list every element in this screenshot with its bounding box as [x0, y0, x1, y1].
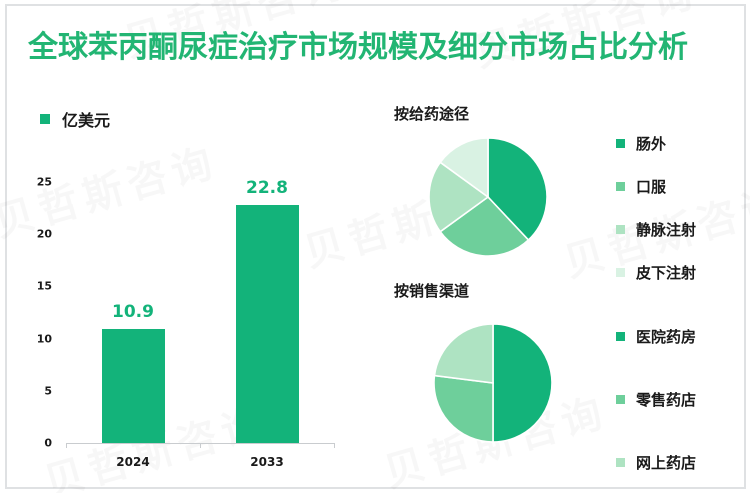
pie-graphic	[428, 137, 548, 257]
legend-item-label: 医院药房	[636, 328, 697, 346]
bar-value-label: 22.8	[246, 177, 288, 198]
bar-chart-legend: 亿美元	[40, 107, 110, 131]
y-axis-tick-label: 0	[44, 436, 52, 450]
legend-item[interactable]: 网上药店	[616, 452, 696, 473]
pie-chart-administration-route: 按给药途径 肠外口服静脉注射皮下注射	[380, 95, 750, 282]
legend-item[interactable]: 皮下注射	[616, 262, 696, 283]
legend-swatch-icon	[616, 225, 625, 234]
legend-item-label: 皮下注射	[636, 264, 697, 282]
pie-graphic	[433, 323, 553, 443]
bar-2024[interactable]	[101, 329, 165, 443]
legend-item[interactable]: 零售药店	[616, 389, 696, 410]
bar-value-label: 10.9	[112, 302, 154, 323]
y-axis-tick-label: 15	[36, 279, 52, 293]
x-axis-tick	[66, 443, 67, 448]
bar-2033[interactable]	[235, 204, 299, 443]
y-axis-tick-label: 25	[36, 175, 52, 189]
legend-item-label: 网上药店	[636, 454, 697, 472]
pie-chart-legend: 肠外口服静脉注射皮下注射	[616, 133, 696, 283]
legend-swatch-icon	[616, 458, 625, 467]
bar-chart-legend-label: 亿美元	[62, 111, 111, 130]
x-axis-tick	[334, 443, 335, 448]
y-axis-tick-label: 5	[44, 384, 52, 398]
legend-swatch-icon	[616, 332, 625, 341]
pie-slice-肠外[interactable]	[487, 137, 548, 242]
y-axis-tick-label: 20	[36, 227, 52, 241]
x-axis-tick	[200, 443, 201, 448]
bar-plot-area: 0 5 10 15 20 25 10.9 2024 22.8 2033	[0, 90, 375, 490]
pie-slice-静脉注射[interactable]	[428, 161, 490, 233]
pie-chart-title: 按给药途径	[394, 105, 470, 123]
legend-swatch-icon	[616, 182, 625, 191]
legend-item-label: 静脉注射	[636, 221, 697, 239]
bar-chart: 亿美元 0 5 10 15 20 25 10.9 2024 22.8 2033	[0, 90, 375, 490]
legend-item[interactable]: 医院药房	[616, 326, 696, 347]
y-axis-tick-label: 10	[36, 332, 52, 346]
pie-slice-口服[interactable]	[439, 195, 530, 257]
legend-item[interactable]: 口服	[616, 176, 696, 197]
legend-swatch-icon	[616, 268, 625, 277]
legend-item-label: 口服	[636, 178, 667, 196]
page-title: 全球苯丙酮尿症治疗市场规模及细分市场占比分析	[28, 30, 688, 65]
legend-swatch-icon	[616, 139, 625, 148]
legend-item[interactable]: 静脉注射	[616, 219, 696, 240]
legend-item[interactable]: 肠外	[616, 133, 696, 154]
legend-item-label: 肠外	[636, 135, 667, 153]
pie-slice-皮下注射[interactable]	[439, 137, 489, 199]
pie-slice-零售药店[interactable]	[433, 374, 494, 443]
pie-chart-sales-channel: 按销售渠道 医院药房零售药店网上药店	[380, 278, 750, 472]
legend-swatch-icon	[616, 395, 625, 404]
x-axis-category-label: 2024	[116, 455, 150, 469]
legend-swatch-icon	[40, 114, 50, 124]
pie-chart-title: 按销售渠道	[394, 282, 470, 300]
pie-chart-legend: 医院药房零售药店网上药店	[616, 326, 696, 473]
x-axis-category-label: 2033	[250, 455, 284, 469]
pie-slice-网上药店[interactable]	[433, 323, 494, 384]
legend-item-label: 零售药店	[636, 391, 697, 409]
pie-slice-医院药房[interactable]	[492, 323, 553, 443]
